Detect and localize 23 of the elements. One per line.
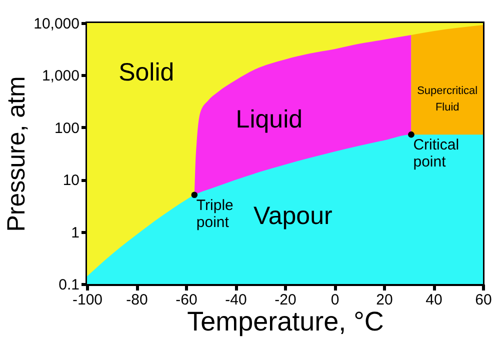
y-tick-label: 10,000 <box>34 16 80 32</box>
x-tick-label: -80 <box>126 292 148 308</box>
series-label: Vapour <box>254 202 332 230</box>
annotation: Triple point <box>196 196 234 231</box>
x-tick-label: 20 <box>376 292 393 308</box>
y-tick-label: 100 <box>54 120 80 137</box>
x-tick-label: -100 <box>72 292 103 308</box>
x-tick-label: 0 <box>330 292 340 308</box>
y-tick-label: 1 <box>71 224 80 242</box>
annotation: Critical point <box>413 136 460 171</box>
x-tick-label: -60 <box>176 292 198 308</box>
series-label: Solid <box>118 58 174 87</box>
x-tick-label: -20 <box>274 292 296 308</box>
x-tick-label: 40 <box>426 292 442 308</box>
series-label: Supercritical Fluid <box>417 84 478 114</box>
x-axis-title: Temperature, °C <box>187 306 384 336</box>
x-tick-label: 60 <box>475 292 492 308</box>
y-tick-label: 10 <box>62 172 80 190</box>
y-tick-label: 0.1 <box>58 276 80 294</box>
x-tick-label: -40 <box>225 292 247 308</box>
y-tick-label: 1,000 <box>42 68 80 85</box>
y-axis-title: Pressure, atm <box>2 76 31 232</box>
series-label: Liquid <box>236 106 303 134</box>
